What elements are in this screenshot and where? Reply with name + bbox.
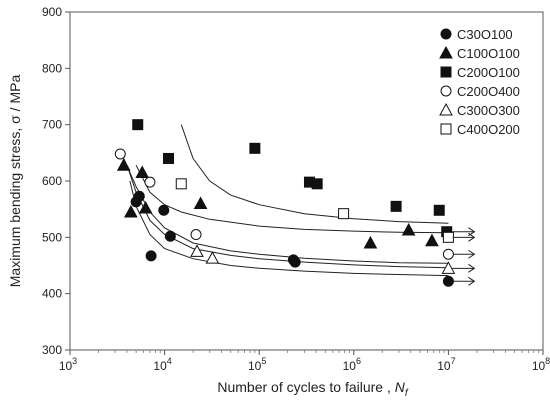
legend-marker [439, 102, 453, 116]
data-point-c300o300 [205, 251, 220, 264]
legend-label: C200O400 [457, 84, 520, 99]
y-tick-label: 700 [42, 118, 62, 132]
legend-marker [439, 45, 453, 59]
data-point-c200o400 [114, 148, 126, 160]
data-point-c30o100 [158, 204, 170, 216]
data-point-c30o100 [164, 230, 176, 242]
legend-marker [440, 85, 452, 97]
y-axis-title: Maximum bending stress, σ / MPa [7, 75, 23, 288]
legend-label: C30O100 [457, 27, 513, 42]
y-tick-label: 900 [42, 5, 62, 19]
y-tick-label: 800 [42, 61, 62, 75]
legend-marker [440, 123, 452, 135]
runout-arrow-head [468, 249, 476, 259]
data-point-c400o200 [175, 178, 187, 190]
y-tick-label: 400 [42, 287, 62, 301]
data-point-c400o200 [338, 208, 350, 220]
data-point-c30o100 [289, 256, 301, 268]
data-point-c200o100 [433, 204, 445, 216]
x-tick-label: 108 [532, 356, 550, 373]
data-point-c300o300 [190, 244, 204, 257]
data-point-c200o400 [144, 176, 156, 188]
data-point-c200o100 [390, 200, 402, 212]
legend-marker [440, 28, 452, 40]
data-point-c100o100 [425, 233, 439, 247]
data-point-c100o100 [401, 222, 416, 236]
data-point-c200o100 [163, 152, 175, 164]
data-point-c30o100 [442, 275, 454, 287]
data-point-c200o100 [132, 119, 144, 131]
data-point-c30o100 [133, 190, 145, 202]
data-point-c100o100 [138, 200, 153, 214]
y-tick-label: 500 [42, 230, 62, 244]
data-point-c200o400 [190, 229, 202, 241]
x-tick-label: 107 [437, 356, 455, 373]
runout-arrow-head [468, 263, 476, 273]
fit-curve [129, 180, 449, 277]
data-point-c100o100 [135, 165, 150, 179]
legend-label: C200O100 [457, 65, 520, 80]
x-axis-title: Number of cycles to failure , Nf [217, 379, 409, 399]
data-point-c400o200 [442, 231, 454, 243]
legend-label: C300O300 [457, 103, 520, 118]
fit-curve [180, 124, 449, 224]
y-tick-label: 300 [42, 343, 62, 357]
y-tick-label: 600 [42, 174, 62, 188]
x-tick-label: 105 [248, 356, 266, 373]
runout-arrow-head [468, 276, 476, 286]
data-point-c30o100 [145, 250, 157, 262]
x-tick-label: 104 [153, 356, 171, 373]
data-point-c100o100 [363, 235, 378, 249]
fit-curve [135, 164, 449, 234]
runout-arrow-head [468, 227, 476, 237]
legend-marker [440, 66, 452, 78]
data-point-c300o300 [441, 261, 456, 274]
data-point-c100o100 [124, 204, 138, 218]
x-tick-label: 103 [59, 356, 77, 373]
data-point-c200o400 [442, 248, 454, 260]
legend-label: C400O200 [457, 122, 520, 137]
x-tick-label: 106 [343, 356, 361, 373]
legend-label: C100O100 [457, 46, 520, 61]
data-point-c100o100 [193, 196, 208, 210]
data-point-c200o100 [311, 178, 323, 190]
data-point-c200o100 [249, 142, 261, 154]
data-point-c100o100 [116, 158, 131, 171]
